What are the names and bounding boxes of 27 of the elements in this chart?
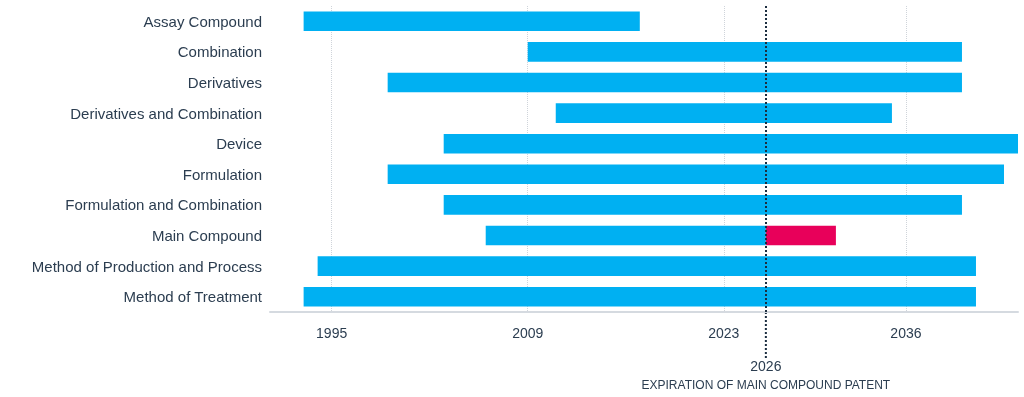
y-tick-label: Combination — [177, 43, 262, 61]
ref-line-label: 2026 — [750, 358, 782, 374]
y-tick-label: Method of Treatment — [123, 288, 263, 306]
bar — [443, 133, 1018, 154]
y-tick-label: Formulation and Combination — [65, 196, 262, 214]
bar — [303, 286, 976, 307]
bar — [387, 164, 1004, 185]
y-tick-label: Formulation — [182, 165, 262, 183]
x-tick-label: 2036 — [890, 325, 922, 341]
bar — [443, 195, 962, 215]
y-tick-label: Derivatives — [187, 74, 262, 91]
y-tick-label: Device — [216, 135, 262, 153]
bar — [765, 225, 836, 246]
y-tick-label: Main Compound — [151, 227, 262, 244]
text: EXPIRATION OF MAIN COMPOUND PATENT — [641, 378, 891, 392]
x-tick-label: 1995 — [316, 325, 348, 341]
bar — [303, 11, 640, 32]
x-tick-label: 2009 — [512, 325, 544, 341]
bar — [387, 72, 962, 93]
bar — [485, 225, 766, 246]
y-tick-label: Assay Compound — [143, 12, 262, 30]
x-tick-label: 2023 — [708, 325, 740, 341]
y-tick-label: Method of Production and Process — [31, 257, 262, 275]
bar — [555, 103, 892, 123]
y-tick-label: Derivatives and Combination — [70, 104, 262, 122]
bar — [527, 42, 962, 62]
bar — [317, 256, 976, 276]
